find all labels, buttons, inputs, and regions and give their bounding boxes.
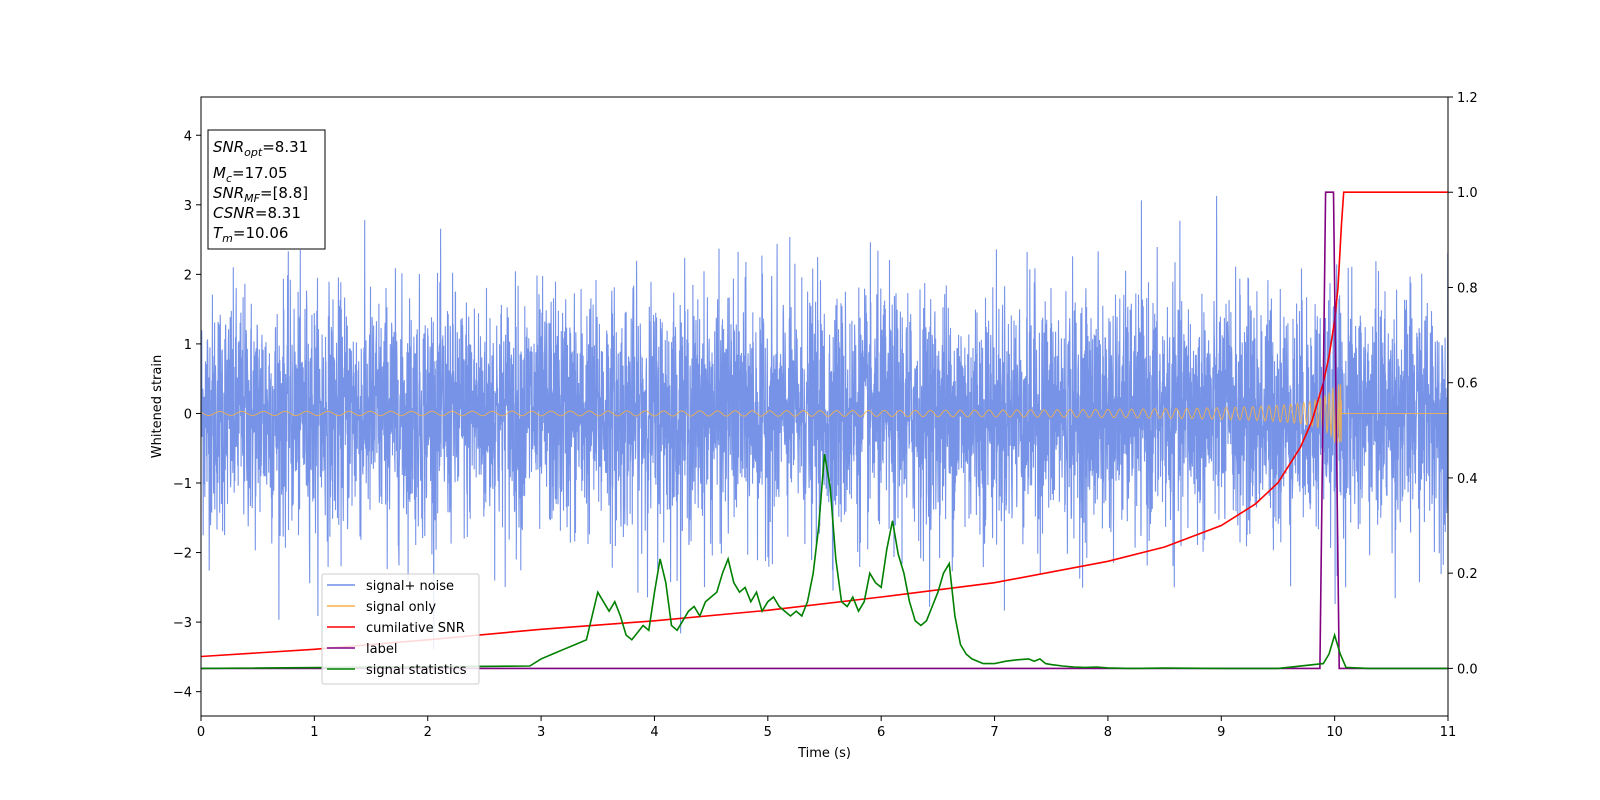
y2-tick-label: 1.2 (1457, 91, 1478, 106)
legend-label-signal-only: signal only (366, 600, 436, 615)
legend-label-label: label (366, 642, 397, 657)
legend-label-cumulative-snr: cumilative SNR (366, 621, 465, 636)
x-tick-label: 9 (1217, 725, 1225, 740)
x-tick-label: 3 (537, 725, 545, 740)
y-tick-label: 2 (184, 268, 192, 283)
info-snr-opt: SNRopt=8.31 (213, 138, 308, 159)
legend-item-signal-only: signal only (327, 600, 436, 615)
x-tick-label: 7 (990, 725, 998, 740)
series-signal-noise (201, 195, 1448, 650)
x-tick-label: 10 (1326, 725, 1343, 740)
y-tick-label: −2 (173, 547, 192, 562)
x-tick-label: 6 (877, 725, 885, 740)
series-label (201, 191, 1448, 670)
y-tick-label: −4 (173, 686, 192, 701)
x-tick-label: 5 (764, 725, 772, 740)
info-box: SNRopt=8.31 Mc=17.05 SNRMF=[8.8] CSNR=8.… (207, 129, 326, 250)
info-tm: Tm=10.06 (213, 224, 288, 245)
y2-tick-label: 0.6 (1457, 377, 1478, 392)
legend-label-signal-noise: signal+ noise (366, 579, 454, 594)
y-tick-label: 0 (184, 407, 192, 422)
y-axis-left: 4 3 2 1 0 −1 −2 −3 −4 (173, 129, 201, 701)
legend-item-signal-noise: signal+ noise (327, 579, 454, 594)
legend-item-signal-statistics: signal statistics (327, 663, 467, 678)
y2-tick-label: 0.0 (1457, 662, 1478, 677)
x-tick-label: 2 (424, 725, 432, 740)
y-tick-label: −1 (173, 477, 192, 492)
y2-tick-label: 0.8 (1457, 281, 1478, 296)
x-axis-label: Time (s) (797, 746, 851, 761)
y-tick-label: 4 (184, 129, 192, 144)
y2-tick-label: 1.0 (1457, 186, 1478, 201)
y-axis-right: 1.2 1.0 0.8 0.6 0.4 0.2 0.0 (1448, 91, 1478, 677)
y-tick-label: 1 (184, 338, 192, 353)
plot-area (201, 191, 1448, 670)
y-tick-label: −3 (173, 616, 192, 631)
info-csnr: CSNR=8.31 (213, 204, 301, 222)
x-tick-label: 0 (197, 725, 205, 740)
legend-frame (321, 573, 480, 685)
y-axis-label: Whitened strain (150, 355, 165, 458)
x-tick-label: 8 (1104, 725, 1112, 740)
series-cumulative-snr (201, 191, 1448, 658)
y2-tick-label: 0.2 (1457, 567, 1478, 582)
x-tick-label: 1 (310, 725, 318, 740)
series-signal-statistics (201, 453, 1448, 670)
legend-item-label: label (327, 642, 397, 657)
legend: signal+ noise signal only cumilative SNR… (321, 573, 480, 685)
y2-tick-label: 0.4 (1457, 472, 1478, 487)
y-tick-label: 3 (184, 199, 192, 214)
info-mc: Mc=17.05 (213, 164, 288, 185)
legend-label-signal-statistics: signal statistics (366, 663, 467, 678)
series-signal-only (201, 384, 1448, 443)
plot-frame (200, 96, 1449, 717)
legend-item-cumulative-snr: cumilative SNR (327, 621, 465, 636)
x-tick-label: 11 (1440, 725, 1457, 740)
info-snr-mf: SNRMF=[8.8] (213, 184, 308, 205)
x-axis: 0 1 2 3 4 5 6 7 8 9 10 11 (197, 716, 1456, 740)
x-tick-label: 4 (650, 725, 658, 740)
